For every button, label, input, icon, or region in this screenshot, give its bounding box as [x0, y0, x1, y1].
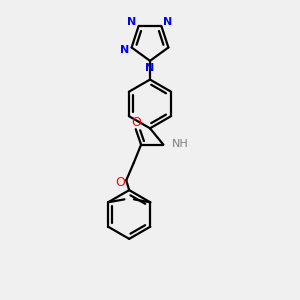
Text: N: N: [128, 17, 137, 27]
Text: O: O: [115, 176, 125, 189]
Text: N: N: [146, 63, 154, 73]
Text: N: N: [121, 45, 130, 55]
Text: NH: NH: [172, 139, 188, 149]
Text: O: O: [131, 116, 141, 129]
Text: N: N: [163, 17, 172, 27]
